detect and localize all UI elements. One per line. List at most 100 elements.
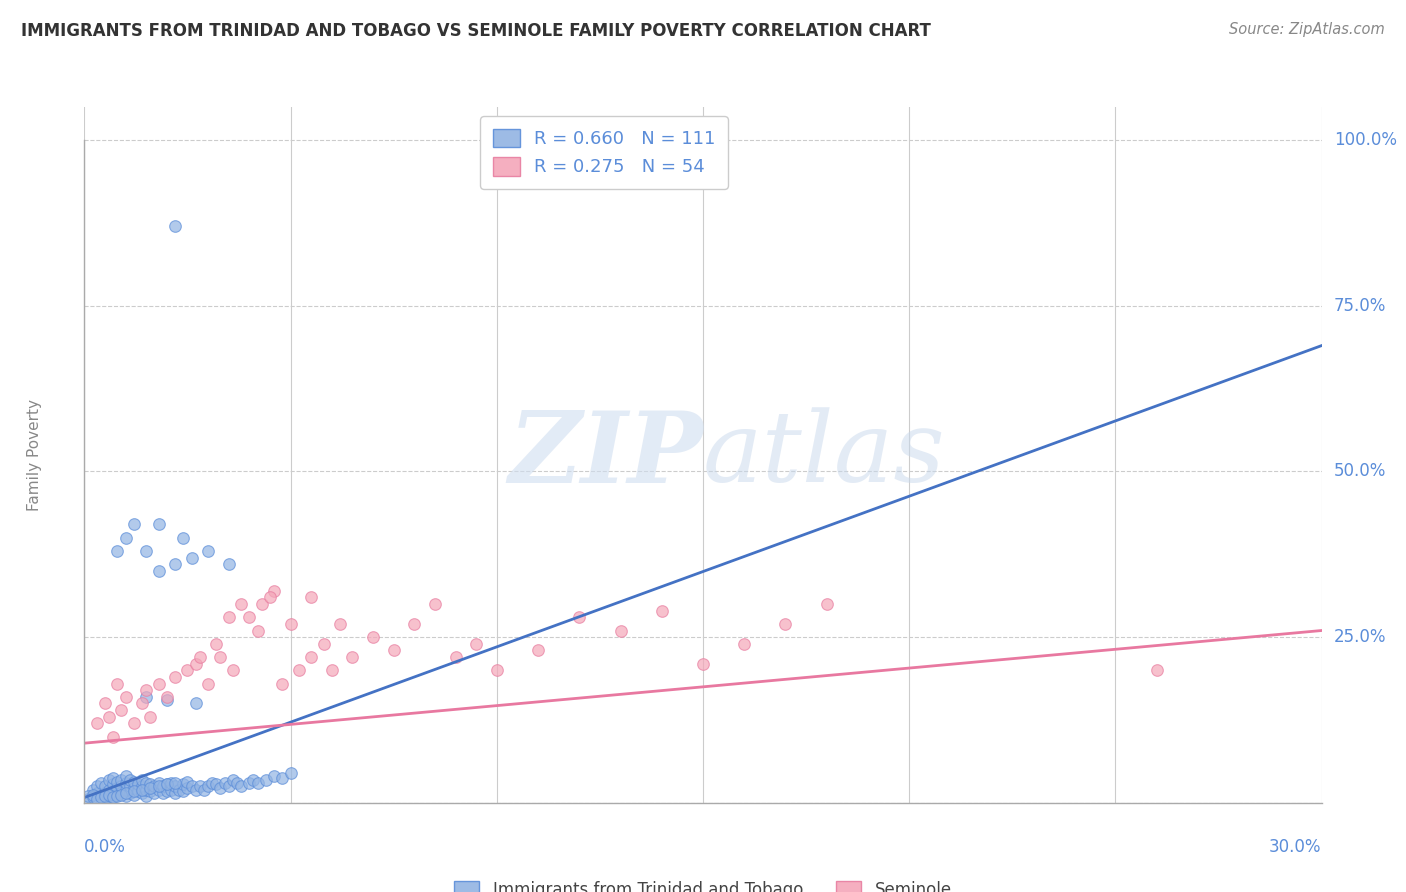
Point [165, 779, 187, 793]
Point [165, 219, 187, 234]
Point [105, 544, 128, 558]
Point [148, 779, 170, 793]
Point [148, 776, 170, 790]
Point [165, 670, 187, 684]
Legend: Immigrants from Trinidad and Tobago, Seminole: Immigrants from Trinidad and Tobago, Sem… [447, 874, 959, 892]
Point [94, 792, 117, 806]
Point [118, 786, 141, 800]
Point [299, 650, 322, 665]
Point [180, 779, 202, 793]
Point [321, 663, 343, 677]
Point [90, 776, 112, 790]
Point [148, 782, 170, 797]
Point [122, 517, 145, 532]
Point [444, 650, 467, 665]
Point [222, 772, 245, 787]
Point [105, 789, 128, 804]
Point [271, 676, 294, 690]
Point [90, 790, 112, 805]
Point [135, 782, 157, 797]
Point [382, 643, 405, 657]
Point [110, 779, 132, 793]
Point [94, 697, 117, 711]
Point [148, 676, 170, 690]
Point [105, 788, 128, 802]
Point [98, 782, 121, 797]
Point [156, 784, 179, 798]
Point [110, 703, 132, 717]
Point [143, 786, 166, 800]
Point [139, 784, 162, 798]
Point [160, 782, 183, 797]
Text: 0.0%: 0.0% [84, 838, 127, 855]
Point [527, 643, 550, 657]
Point [280, 616, 302, 631]
Point [568, 610, 591, 624]
Point [288, 663, 311, 677]
Point [733, 637, 755, 651]
Point [209, 781, 232, 796]
Point [139, 709, 162, 723]
Point [222, 663, 245, 677]
Point [77, 792, 100, 806]
Text: 75.0%: 75.0% [1334, 297, 1386, 315]
Point [152, 779, 174, 793]
Point [165, 558, 187, 572]
Point [205, 777, 228, 791]
Point [110, 772, 132, 787]
Point [135, 789, 157, 804]
Point [148, 564, 170, 578]
Text: Family Poverty: Family Poverty [27, 399, 42, 511]
Point [280, 766, 302, 780]
Point [114, 782, 136, 797]
Point [172, 784, 194, 798]
Point [156, 777, 179, 791]
Point [114, 776, 136, 790]
Point [246, 776, 269, 790]
Point [127, 784, 149, 798]
Point [172, 777, 194, 791]
Point [156, 690, 179, 704]
Point [165, 776, 187, 790]
Point [135, 776, 157, 790]
Point [193, 782, 215, 797]
Point [114, 690, 136, 704]
Point [110, 788, 132, 802]
Point [271, 771, 294, 785]
Point [165, 786, 187, 800]
Point [197, 544, 219, 558]
Point [135, 690, 157, 704]
Point [156, 693, 179, 707]
Point [254, 772, 277, 787]
Point [131, 697, 153, 711]
Point [263, 583, 285, 598]
Point [312, 637, 335, 651]
Point [86, 779, 108, 793]
Point [131, 772, 153, 787]
Text: 30.0%: 30.0% [1270, 838, 1322, 855]
Point [205, 637, 228, 651]
Text: ZIP: ZIP [508, 407, 703, 503]
Point [131, 779, 153, 793]
Point [180, 550, 202, 565]
Point [82, 790, 104, 805]
Point [172, 531, 194, 545]
Point [98, 788, 121, 802]
Point [77, 789, 100, 804]
Point [94, 786, 117, 800]
Point [246, 624, 269, 638]
Point [86, 792, 108, 806]
Point [188, 779, 211, 793]
Point [114, 531, 136, 545]
Point [114, 789, 136, 804]
Point [176, 663, 198, 677]
Point [105, 774, 128, 789]
Point [167, 782, 190, 797]
Point [465, 637, 488, 651]
Point [82, 782, 104, 797]
Point [197, 779, 219, 793]
Point [184, 657, 207, 671]
Point [103, 777, 125, 791]
Point [263, 769, 285, 783]
Point [1146, 663, 1168, 677]
